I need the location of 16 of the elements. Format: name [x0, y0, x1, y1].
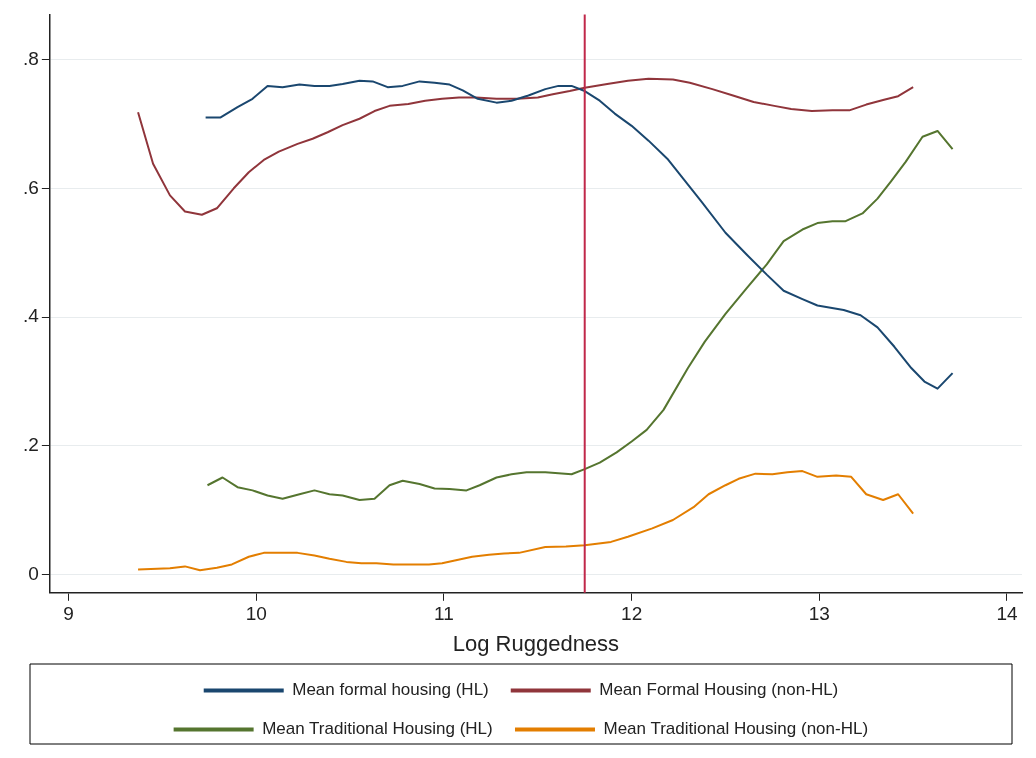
legend-label: Mean formal housing (HL)	[292, 680, 489, 700]
y-tick-label: 0	[28, 563, 39, 584]
legend-label: Mean Traditional Housing (HL)	[262, 719, 493, 739]
y-tick-label: .8	[22, 47, 39, 69]
x-tick-label: 12	[621, 603, 643, 625]
x-tick-label: 10	[245, 603, 267, 625]
x-axis-title: Log Ruggedness	[452, 630, 620, 656]
y-tick-label: .4	[22, 305, 40, 327]
y-tick-label: .2	[22, 434, 39, 456]
x-tick-label: 14	[996, 603, 1018, 625]
legend-label: Mean Formal Housing (non-HL)	[599, 680, 839, 700]
x-tick-label: 9	[63, 603, 74, 625]
y-tick-label: .6	[22, 176, 39, 198]
x-tick-label: 11	[434, 603, 454, 625]
x-tick-label: 13	[808, 603, 830, 625]
legend-label: Mean Traditional Housing (non-HL)	[603, 719, 869, 739]
